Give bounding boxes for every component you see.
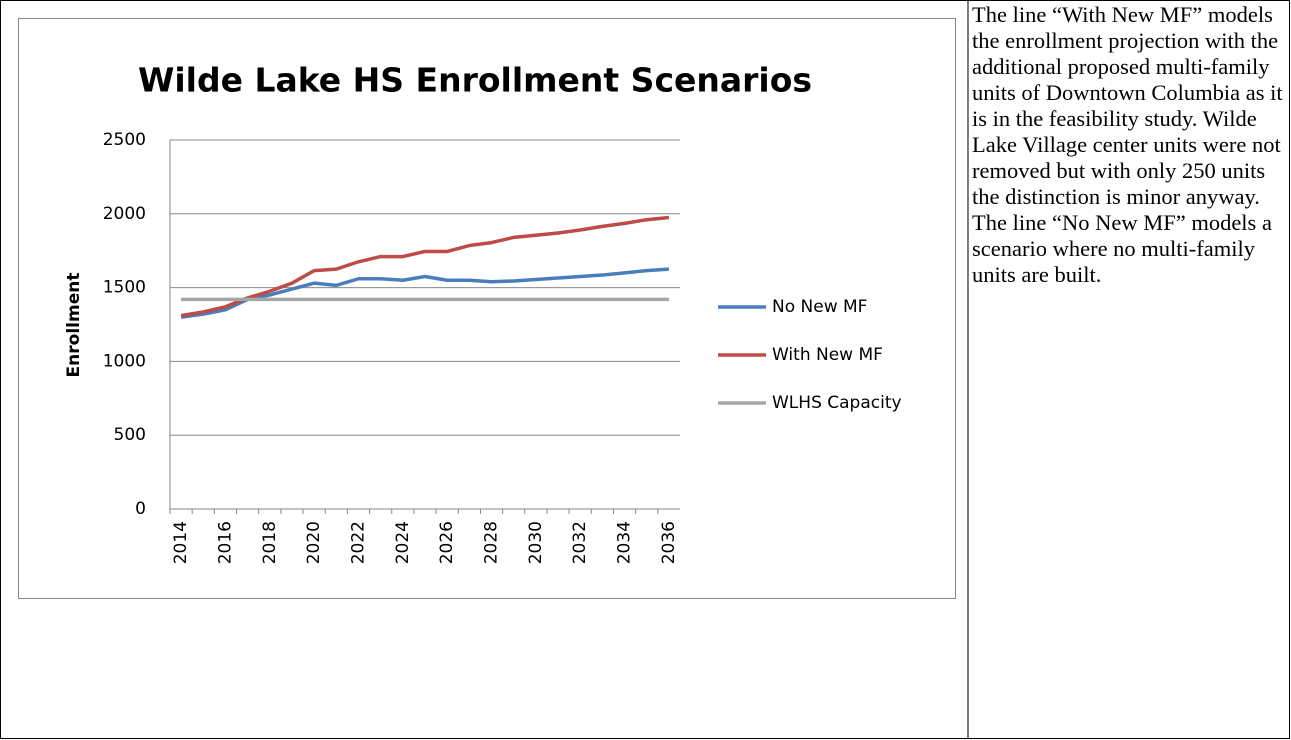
legend-label: With New MF (772, 345, 883, 365)
y-tick-label: 1000 (103, 351, 146, 371)
chart-frame (18, 18, 956, 599)
y-tick-label: 2000 (103, 204, 146, 224)
y-tick-label: 0 (135, 499, 146, 519)
legend-label: No New MF (772, 297, 867, 317)
x-tick-label: 2032 (570, 521, 590, 564)
x-tick-label: 2018 (260, 521, 280, 564)
y-tick-label: 2500 (103, 130, 146, 150)
x-tick-label: 2030 (526, 521, 546, 564)
x-tick-label: 2020 (304, 521, 324, 564)
x-tick-label: 2022 (348, 521, 368, 564)
x-tick-label: 2026 (437, 521, 457, 564)
description: The line “With New MF” models the enroll… (972, 2, 1283, 287)
x-tick-label: 2024 (393, 521, 413, 564)
x-tick-label: 2016 (215, 521, 235, 564)
y-tick-label: 500 (114, 425, 146, 445)
legend-label: WLHS Capacity (772, 393, 902, 413)
series-line (180, 215, 670, 318)
x-tick-label: 2034 (615, 521, 635, 564)
chart-title: Wilde Lake HS Enrollment Scenarios (138, 61, 812, 100)
x-tick-label: 2014 (171, 521, 191, 564)
series-line (180, 267, 670, 319)
x-tick-label: 2028 (482, 521, 502, 564)
y-tick-label: 1500 (103, 278, 146, 298)
x-tick-label: 2036 (659, 521, 679, 564)
y-axis-label: Enrollment (64, 273, 84, 378)
